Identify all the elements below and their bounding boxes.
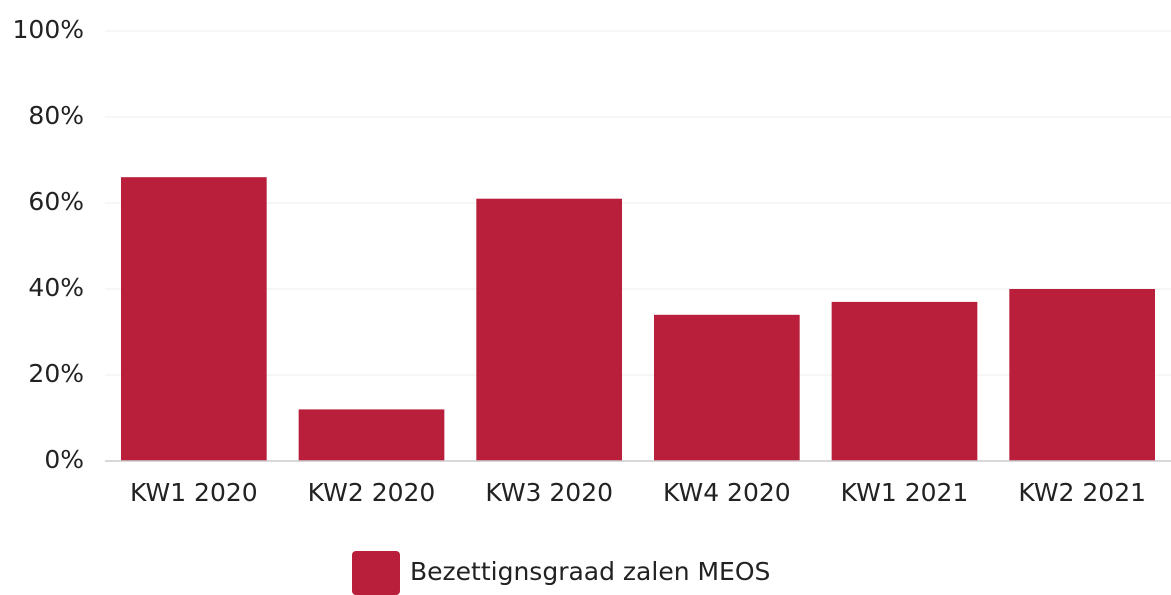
bar (476, 198, 623, 461)
x-tick-label: KW2 2021 (1018, 478, 1146, 507)
y-tick-label: 40% (28, 273, 84, 302)
x-tick-label: KW1 2020 (130, 478, 258, 507)
y-tick-label: 100% (13, 15, 84, 44)
x-tick-label: KW4 2020 (663, 478, 791, 507)
y-tick-label: 20% (28, 359, 84, 388)
bar (831, 301, 978, 461)
bar (653, 314, 800, 461)
bar (120, 177, 267, 461)
bar (1009, 289, 1156, 461)
x-tick-label: KW2 2020 (308, 478, 436, 507)
y-tick-label: 80% (28, 101, 84, 130)
y-tick-label: 0% (44, 445, 84, 474)
bar (298, 409, 445, 461)
x-tick-label: KW1 2021 (841, 478, 969, 507)
x-tick-label: KW3 2020 (485, 478, 613, 507)
y-tick-label: 60% (28, 187, 84, 216)
legend-label: Bezettignsgraad zalen MEOS (410, 557, 770, 586)
legend-swatch (352, 551, 400, 595)
